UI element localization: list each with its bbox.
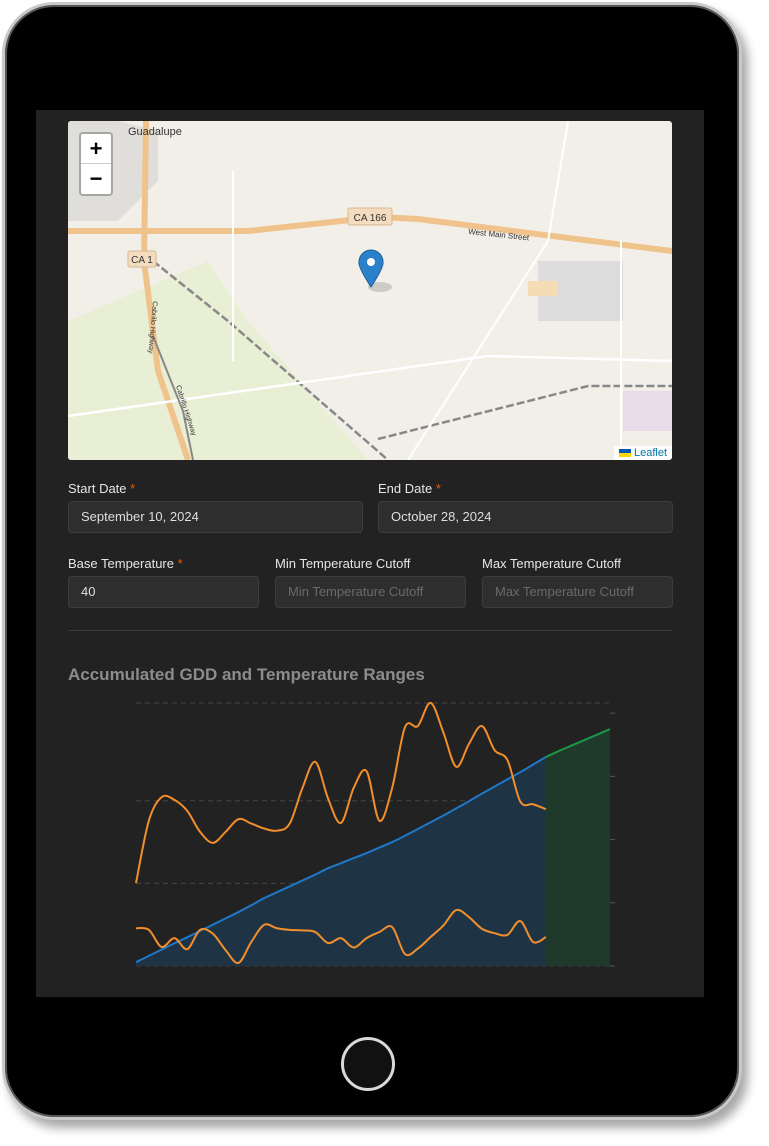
zoom-in-button[interactable]: +: [81, 134, 111, 164]
zoom-out-button[interactable]: −: [89, 166, 103, 191]
app-screen: CA 166 West Main Street CA 1 Cabrillo Hi…: [36, 110, 704, 997]
leaflet-link[interactable]: Leaflet: [633, 447, 667, 459]
end-date-label: End Date *: [378, 481, 441, 496]
zoom-control: + −: [79, 132, 113, 196]
chart-title: Accumulated GDD and Temperature Ranges: [68, 665, 425, 684]
road-label-cabrillo: Cabrillo Highway: [146, 301, 158, 354]
base-temp-input[interactable]: 40: [68, 576, 259, 608]
max-cutoff-label: Max Temperature Cutoff: [482, 556, 621, 571]
map-pin-icon[interactable]: [358, 249, 392, 292]
min-cutoff-input[interactable]: Min Temperature Cutoff: [275, 576, 466, 608]
home-button[interactable]: [341, 1037, 395, 1091]
forecast-area: [545, 729, 610, 966]
start-date-label: Start Date *: [68, 481, 136, 496]
gdd-chart: [135, 701, 615, 967]
min-temp-line: [135, 908, 547, 964]
forecast-gdd-line: [545, 728, 611, 758]
min-cutoff-label: Min Temperature Cutoff: [275, 556, 411, 571]
base-temp-label: Base Temperature *: [68, 556, 183, 571]
gdd-area: [136, 756, 546, 966]
start-date-input[interactable]: September 10, 2024: [68, 501, 363, 533]
max-cutoff-input[interactable]: Max Temperature Cutoff: [482, 576, 673, 608]
divider: [68, 630, 672, 631]
ukraine-flag-icon: [618, 449, 631, 457]
max-temp-line: [135, 701, 547, 884]
end-date-input[interactable]: October 28, 2024: [378, 501, 673, 533]
road-label-ca166: CA 166: [354, 213, 387, 224]
road-label-ca1: CA 1: [131, 255, 153, 266]
map[interactable]: CA 166 West Main Street CA 1 Cabrillo Hi…: [68, 121, 672, 460]
place-label: Guadalupe: [128, 126, 182, 138]
map-tiles: CA 166 West Main Street CA 1 Cabrillo Hi…: [68, 121, 672, 460]
map-attribution[interactable]: Leaflet: [613, 446, 672, 460]
